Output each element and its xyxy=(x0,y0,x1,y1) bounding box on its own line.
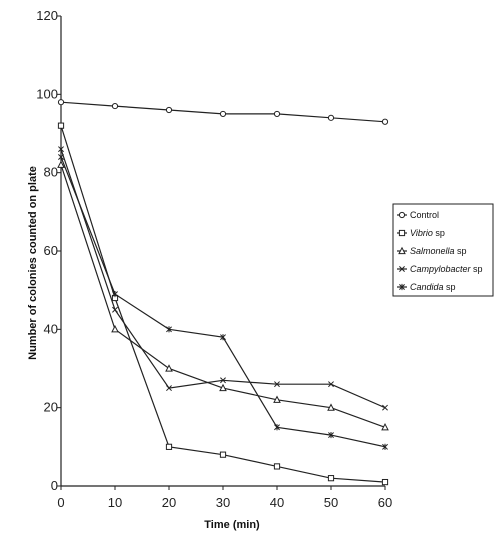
y-tick-label: 60 xyxy=(44,243,58,258)
series-layer xyxy=(57,99,389,486)
legend-series-name: Control xyxy=(410,210,439,220)
data-point xyxy=(58,146,64,153)
legend-item: Campylobacter sp xyxy=(397,264,483,274)
legend-item: Control xyxy=(397,210,439,220)
data-point xyxy=(327,403,335,411)
x-tick-label: 50 xyxy=(324,495,338,510)
x-tick-label: 0 xyxy=(57,495,64,510)
data-point xyxy=(58,153,64,161)
data-point xyxy=(219,110,227,118)
data-point xyxy=(273,395,281,403)
series-campylobacter xyxy=(58,146,388,411)
data-point xyxy=(327,475,335,482)
y-tick-label: 100 xyxy=(36,86,58,101)
legend-series-suffix: sp xyxy=(471,264,483,274)
data-point xyxy=(220,377,226,384)
axes: 0 20 40 60 80 100 120 0 10 20 30 40 50 60 xyxy=(36,8,392,510)
data-point xyxy=(382,404,388,411)
legend-marker xyxy=(398,229,406,237)
data-point xyxy=(112,306,118,313)
data-point xyxy=(328,431,334,439)
legend-label: Salmonella sp xyxy=(410,246,467,256)
data-point xyxy=(165,443,173,450)
y-tick-label: 80 xyxy=(44,165,58,180)
data-point xyxy=(166,326,172,333)
data-point xyxy=(220,334,226,341)
data-point xyxy=(219,383,227,392)
legend-label: Campylobacter sp xyxy=(410,264,483,274)
series-vibrio xyxy=(57,122,389,486)
legend-marker xyxy=(399,266,405,272)
x-tick-label: 30 xyxy=(216,495,230,510)
data-point xyxy=(328,381,334,388)
legend-label: Control xyxy=(410,210,439,220)
data-point xyxy=(57,160,65,168)
legend-item: Vibrio sp xyxy=(397,228,445,238)
data-point xyxy=(273,110,281,118)
data-point xyxy=(381,478,389,486)
legend-series-suffix: sp xyxy=(455,246,467,256)
data-point xyxy=(382,443,388,450)
y-tick-label: 0 xyxy=(51,478,58,493)
legend-item: Salmonella sp xyxy=(397,246,467,256)
legend-box xyxy=(392,203,494,297)
x-tick-label: 10 xyxy=(108,495,122,510)
data-point xyxy=(165,364,173,372)
data-point xyxy=(327,114,335,121)
data-point xyxy=(57,122,65,129)
legend-label: Vibrio sp xyxy=(410,228,445,238)
legend-marker xyxy=(398,246,406,255)
legend-series-suffix: sp xyxy=(433,228,445,238)
data-point xyxy=(274,381,280,388)
legend-series-name: Campylobacter xyxy=(410,264,472,274)
data-point xyxy=(219,451,227,458)
legend-marker xyxy=(399,283,405,291)
data-point xyxy=(165,106,173,114)
data-point xyxy=(112,290,118,298)
legend-marker xyxy=(398,211,406,219)
series-candida xyxy=(58,153,388,450)
y-tick-label: 120 xyxy=(36,8,58,23)
series-line xyxy=(60,149,386,409)
data-point xyxy=(111,325,119,333)
y-axis-title: Number of colonies counted on plate xyxy=(27,166,39,360)
legend-label: Candida sp xyxy=(410,282,456,292)
data-point xyxy=(57,99,65,106)
series-line xyxy=(60,125,386,483)
legend-series-name: Candida xyxy=(410,282,444,292)
data-point xyxy=(273,463,281,470)
y-tick-label: 20 xyxy=(44,400,58,415)
series-line xyxy=(60,156,386,448)
x-tick-label: 40 xyxy=(270,495,284,510)
x-axis-title: Time (min) xyxy=(204,519,260,531)
data-point xyxy=(111,102,119,110)
data-point xyxy=(274,424,280,431)
x-tick-label: 60 xyxy=(378,495,392,510)
data-point xyxy=(381,118,389,125)
legend-series-suffix: sp xyxy=(444,282,456,292)
legend-series-name: Vibrio xyxy=(410,228,433,238)
series-control xyxy=(57,99,389,125)
data-point xyxy=(381,422,389,431)
legend-series-name: Salmonella xyxy=(410,246,455,256)
y-tick-label: 40 xyxy=(44,321,58,336)
legend-item: Candida sp xyxy=(397,282,456,292)
x-tick-label: 20 xyxy=(162,495,176,510)
data-point xyxy=(166,385,172,392)
series-salmonella xyxy=(57,160,389,431)
